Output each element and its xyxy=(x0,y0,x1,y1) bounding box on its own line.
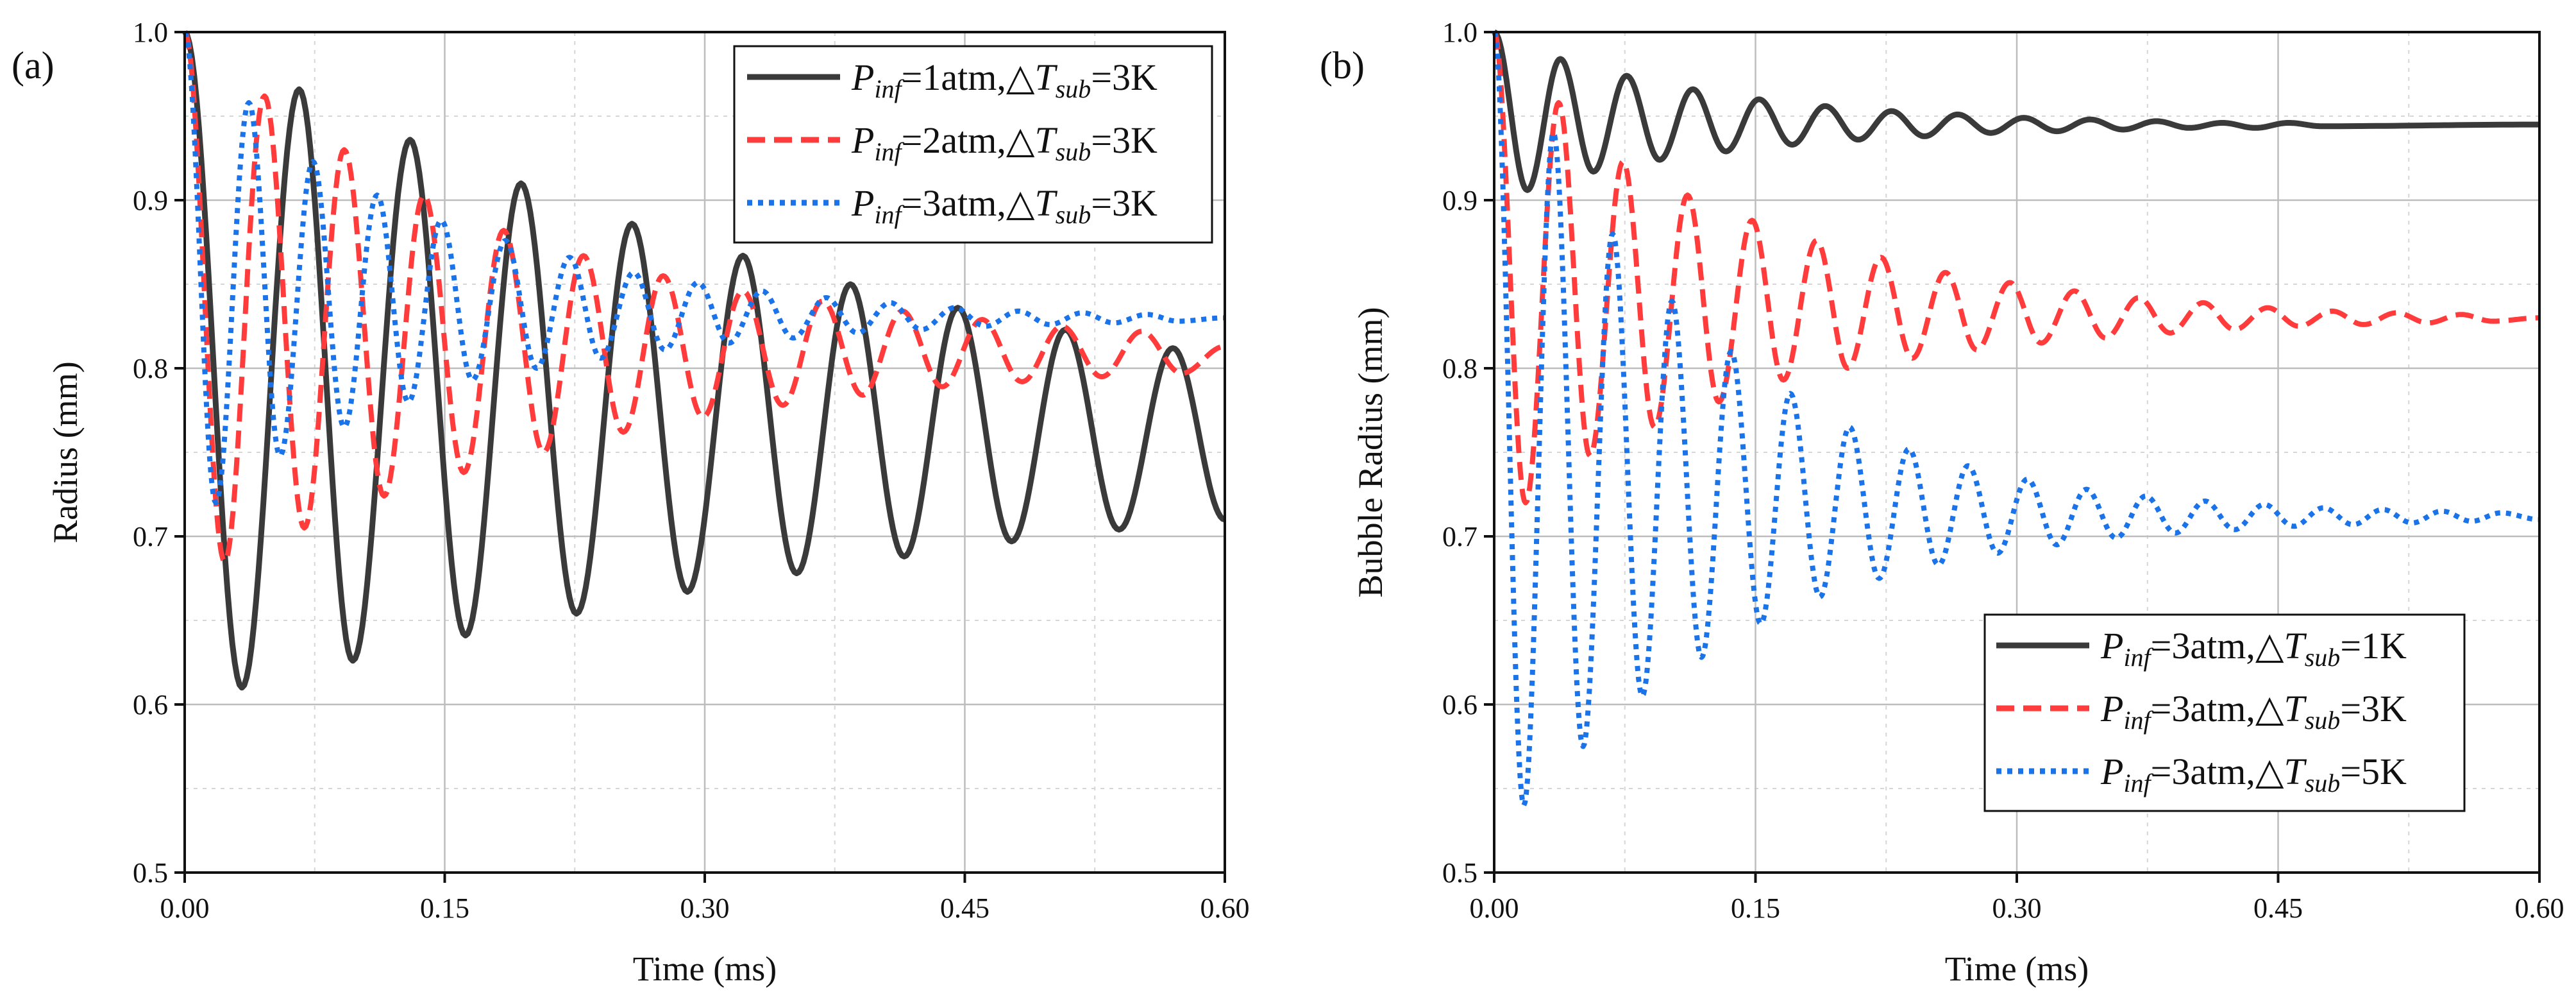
panel-b-y-tick-labels: 0.5 0.6 0.7 0.8 0.9 1.0 xyxy=(1442,17,1477,889)
panel-b-legend: Pinf=3atm,△Tsub=1K Pinf=3atm,△Tsub=3K Pi… xyxy=(1983,613,2466,812)
legend-entry: Pinf=3atm,△Tsub=3K xyxy=(747,182,1158,229)
panel-b: (b) 0.5 0.6 0.7 0.8 0.9 1.0 0.00 0.15 0.… xyxy=(1320,17,2564,988)
x-tick-label: 0.00 xyxy=(160,892,210,924)
x-tick-label: 0.30 xyxy=(680,892,730,924)
series-line-2 xyxy=(1492,30,2540,506)
panel-b-y-axis-title: Bubble Radius (mm) xyxy=(1351,307,1390,598)
series-line-1 xyxy=(182,30,1226,691)
y-tick-label: 0.7 xyxy=(1442,521,1477,552)
series-line-3 xyxy=(182,30,1225,506)
x-tick-label: 0.15 xyxy=(420,892,469,924)
x-tick-label: 0.45 xyxy=(2253,892,2303,924)
panel-a-ticks xyxy=(174,31,1226,883)
x-tick-label: 0.15 xyxy=(1731,892,1780,924)
x-tick-label: 0.45 xyxy=(940,892,989,924)
panel-b-x-axis-title: Time (ms) xyxy=(1945,950,2089,988)
series-line-2 xyxy=(182,30,1226,565)
panel-a-y-tick-labels: 0.5 0.6 0.7 0.8 0.9 1.0 xyxy=(133,17,168,889)
panel-a: (a) 0.5 0.6 0.7 0.8 0.9 1.0 0.00 0.15 0.… xyxy=(12,17,1250,988)
y-tick-label: 0.5 xyxy=(1442,857,1477,889)
panel-b-label: (b) xyxy=(1320,44,1365,87)
y-tick-label: 1.0 xyxy=(133,17,168,48)
legend-label: Pinf=3atm,△Tsub=1K xyxy=(2100,625,2407,672)
x-tick-label: 0.00 xyxy=(1470,892,1519,924)
y-tick-label: 0.8 xyxy=(1442,353,1477,384)
legend-label: Pinf=3atm,△Tsub=3K xyxy=(2100,688,2407,735)
legend-entry: Pinf=3atm,△Tsub=1K xyxy=(1996,625,2407,672)
panel-a-series xyxy=(182,30,1226,691)
y-tick-label: 0.5 xyxy=(133,857,168,889)
panel-b-ticks xyxy=(1484,31,2541,883)
y-tick-label: 0.8 xyxy=(133,353,168,384)
x-tick-label: 0.60 xyxy=(2515,892,2564,924)
panel-b-series xyxy=(1492,29,2541,808)
y-tick-label: 0.9 xyxy=(133,185,168,216)
panel-a-x-tick-labels: 0.00 0.15 0.30 0.45 0.60 xyxy=(160,892,1250,924)
legend-label: Pinf=3atm,△Tsub=5K xyxy=(2100,751,2407,797)
y-tick-label: 1.0 xyxy=(1442,17,1477,48)
panel-a-label: (a) xyxy=(12,44,55,87)
x-tick-label: 0.60 xyxy=(1200,892,1250,924)
legend-label: Pinf=1atm,△Tsub=3K xyxy=(851,56,1158,103)
legend-entry: Pinf=1atm,△Tsub=3K xyxy=(747,56,1158,103)
legend-label: Pinf=2atm,△Tsub=3K xyxy=(851,119,1158,166)
x-tick-label: 0.30 xyxy=(1992,892,2042,924)
y-tick-label: 0.6 xyxy=(133,689,168,720)
legend-entry: Pinf=2atm,△Tsub=3K xyxy=(747,119,1158,166)
legend-entry: Pinf=3atm,△Tsub=5K xyxy=(1996,751,2407,797)
panel-b-x-tick-labels: 0.00 0.15 0.30 0.45 0.60 xyxy=(1470,892,2564,924)
panel-a-x-axis-title: Time (ms) xyxy=(633,950,777,988)
legend-entry: Pinf=3atm,△Tsub=3K xyxy=(1996,688,2407,735)
y-tick-label: 0.7 xyxy=(133,521,168,552)
y-tick-label: 0.6 xyxy=(1442,689,1477,720)
panel-a-legend: Pinf=1atm,△Tsub=3K Pinf=2atm,△Tsub=3K Pi… xyxy=(733,45,1213,244)
panel-a-y-axis-title: Radius (mm) xyxy=(46,361,85,543)
series-line-1 xyxy=(1492,29,2539,193)
series-line-3 xyxy=(1492,31,2541,808)
legend-label: Pinf=3atm,△Tsub=3K xyxy=(851,182,1158,229)
y-tick-label: 0.9 xyxy=(1442,185,1477,216)
